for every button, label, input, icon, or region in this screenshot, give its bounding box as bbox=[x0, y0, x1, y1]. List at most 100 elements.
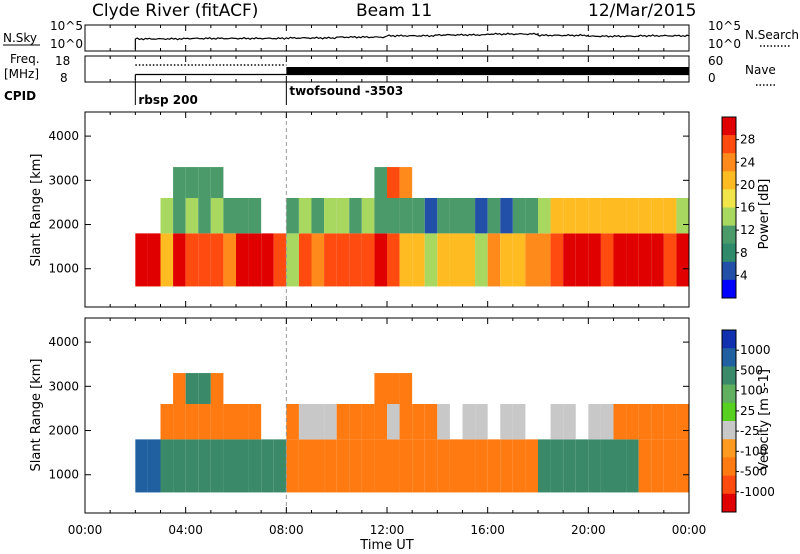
freq-label: Freq. bbox=[10, 52, 40, 66]
colorbar-tick-label: 8 bbox=[740, 246, 748, 260]
heatmap-cell bbox=[223, 233, 236, 287]
heatmap-cell bbox=[173, 198, 186, 234]
heatmap-cell bbox=[613, 198, 627, 234]
heatmap-cell bbox=[651, 404, 664, 440]
heatmap-cell bbox=[462, 404, 476, 440]
power-y-ticks: 1000 2000 3000 4000 bbox=[48, 129, 689, 276]
colorbar-swatch bbox=[722, 384, 736, 404]
heatmap-cell bbox=[374, 439, 387, 493]
heatmap-cell bbox=[588, 439, 601, 493]
heatmap-cell bbox=[236, 404, 249, 440]
nsky-line bbox=[135, 32, 690, 41]
station-title: Clyde River (fitACF) bbox=[92, 1, 258, 21]
heatmap-cell bbox=[412, 404, 425, 440]
freq-unit: [MHz] bbox=[4, 67, 39, 81]
heatmap-cell bbox=[563, 233, 576, 287]
heatmap-cell bbox=[210, 373, 224, 405]
heatmap-cell bbox=[626, 404, 639, 440]
heatmap-cell bbox=[600, 404, 614, 440]
heatmap-cell bbox=[374, 373, 387, 405]
heatmap-cell bbox=[374, 167, 387, 199]
heatmap-cell bbox=[651, 198, 664, 234]
colorbar-tick-label: -1000 bbox=[740, 485, 775, 499]
heatmap-cell bbox=[512, 198, 526, 234]
heatmap-cell bbox=[298, 404, 312, 440]
colorbar-swatch bbox=[722, 171, 736, 190]
heatmap-cell bbox=[613, 404, 627, 440]
colorbar-swatch bbox=[722, 135, 736, 154]
heatmap-cell bbox=[575, 233, 589, 287]
heatmap-cell bbox=[160, 439, 174, 493]
heatmap-cell bbox=[399, 439, 413, 493]
heatmap-cell bbox=[663, 439, 677, 493]
heatmap-cell bbox=[311, 198, 325, 234]
heatmap-cell bbox=[160, 404, 174, 440]
y-tick-label: 3000 bbox=[48, 379, 79, 393]
heatmap-cell bbox=[626, 439, 639, 493]
heatmap-cell bbox=[185, 373, 199, 405]
heatmap-cell bbox=[600, 198, 614, 234]
heatmap-cell bbox=[399, 198, 413, 234]
heatmap-cell bbox=[676, 233, 689, 287]
heatmap-cell bbox=[550, 439, 564, 493]
y-tick-label: 3000 bbox=[48, 173, 79, 187]
heatmap-cell bbox=[563, 439, 576, 493]
heatmap-cell bbox=[424, 439, 438, 493]
nsearch-tick-bottom: 10^0 bbox=[708, 37, 741, 51]
heatmap-cell bbox=[638, 233, 652, 287]
heatmap-cell bbox=[676, 198, 689, 234]
heatmap-cell bbox=[210, 404, 224, 440]
heatmap-cell bbox=[349, 233, 362, 287]
heatmap-cell bbox=[324, 233, 337, 287]
colorbar-tick-label: 20 bbox=[740, 178, 755, 192]
nsky-label: N.Sky bbox=[3, 31, 37, 45]
heatmap-cell bbox=[311, 233, 325, 287]
heatmap-cell bbox=[261, 439, 274, 493]
heatmap-cell bbox=[298, 233, 312, 287]
heatmap-cell bbox=[236, 198, 249, 234]
heatmap-cell bbox=[538, 233, 551, 287]
heatmap-cell bbox=[185, 198, 199, 234]
heatmap-cell bbox=[638, 404, 652, 440]
cpid-label: CPID bbox=[4, 89, 36, 103]
heatmap-cell bbox=[575, 439, 589, 493]
velocity-colorbar-label: Velocity [m s-1] bbox=[757, 369, 772, 471]
heatmap-cell bbox=[185, 167, 199, 199]
heatmap-cell bbox=[500, 198, 513, 234]
heatmap-cell bbox=[298, 198, 312, 234]
heatmap-cell bbox=[361, 404, 375, 440]
heatmap-cell bbox=[676, 404, 689, 440]
heatmap-cell bbox=[198, 198, 211, 234]
heatmap-cell bbox=[512, 404, 526, 440]
heatmap-cell bbox=[336, 198, 350, 234]
power-ylabel: Slant Range [km] bbox=[29, 154, 44, 267]
heatmap-cell bbox=[424, 198, 438, 234]
colorbar-swatch bbox=[722, 261, 736, 281]
heatmap-cell bbox=[449, 439, 463, 493]
heatmap-cell bbox=[387, 439, 400, 493]
heatmap-cell bbox=[399, 373, 413, 405]
heatmap-cell bbox=[626, 233, 639, 287]
y-tick-label: 4000 bbox=[48, 335, 79, 349]
nave-tick-bottom: 0 bbox=[708, 71, 716, 85]
heatmap-cell bbox=[475, 198, 488, 234]
heatmap-cell bbox=[147, 439, 161, 493]
heatmap-cell bbox=[437, 198, 450, 234]
heatmap-cell bbox=[651, 439, 664, 493]
nsearch-tick-top: 10^5 bbox=[708, 19, 741, 33]
colorbar-tick-label: 1000 bbox=[740, 343, 771, 357]
heatmap-cell bbox=[173, 439, 186, 493]
heatmap-cell bbox=[324, 404, 337, 440]
colorbar-swatch bbox=[722, 279, 736, 299]
heatmap-cell bbox=[185, 404, 199, 440]
heatmap-cell bbox=[198, 233, 211, 287]
heatmap-cell bbox=[160, 198, 174, 234]
heatmap-cell bbox=[663, 198, 677, 234]
beam-title: Beam 11 bbox=[356, 1, 432, 21]
freq-series bbox=[134, 64, 689, 80]
colorbar-swatch bbox=[722, 243, 736, 263]
heatmap-cell bbox=[374, 233, 387, 287]
colorbar-tick-label: 500 bbox=[740, 363, 763, 377]
heatmap-cell bbox=[198, 373, 211, 405]
